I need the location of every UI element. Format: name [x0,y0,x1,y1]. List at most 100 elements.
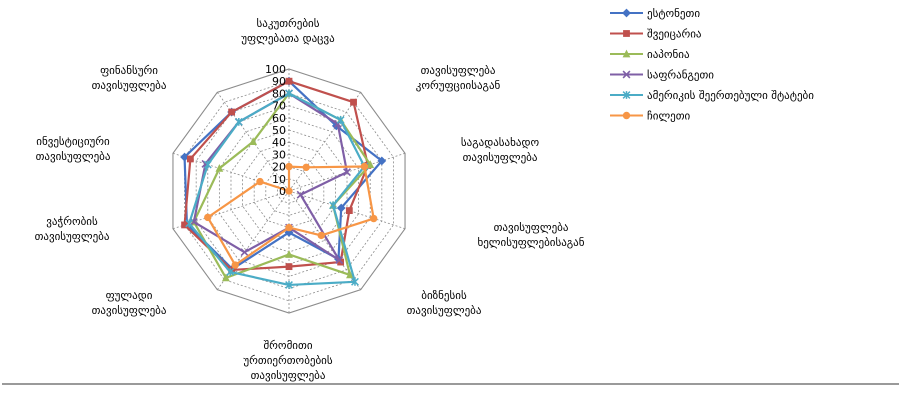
legend-label: იაპონია [647,48,690,61]
data-point [285,89,293,98]
category-label-line: ფულადი [106,289,153,302]
data-point [240,248,249,257]
category-label: შრომითი ურთიერთობების თავისუფლება [243,339,332,382]
data-point [181,221,188,229]
chart-legend: ესტონეთი შვეიცარია იაპონია საფრანგეთი ამერიკ… [610,7,814,123]
category-label: თავისუფლება კორუფციისაგან [416,64,501,92]
tick-label: 60 [272,112,286,125]
tick-label: 10 [272,173,286,186]
category-label-line: თავისუფლება [463,151,538,164]
tick-label: 30 [272,148,286,161]
data-point [249,137,258,146]
category-label-line: ხელისუფლებისაგან [477,236,584,249]
data-point [335,256,344,265]
grid-ring [218,117,360,265]
data-point [366,160,375,169]
bottom-divider [2,383,899,385]
category-label: ინვესტიციური თავისუფლება [36,135,111,163]
tick-label: 50 [272,124,286,137]
category-label-line: საკუთრების [257,17,320,30]
data-point [351,277,359,286]
legend-label: ჩილეთი [647,110,691,123]
data-point [370,214,378,223]
data-point [350,98,357,106]
data-point [284,228,294,237]
category-label: ფინანსური თავისუფლება [92,64,167,92]
data-point [180,152,189,162]
data-point [360,162,369,171]
category-label-line: შრომითი [263,339,312,352]
data-point [336,116,345,124]
legend-item: ესტონეთი [610,7,700,20]
grid-ring [265,166,313,216]
category-label-line: კორუფციისაგან [416,79,501,92]
data-point [234,117,243,126]
data-point [226,268,235,276]
category-label-line: უფლებათა დაცვა [241,32,335,45]
data-point [185,219,194,228]
data-point [228,108,236,116]
category-label-line: ინვესტიციური [36,135,110,148]
series-group [204,162,378,269]
data-point [296,190,305,199]
radar-axis-labels: საკუთრების უფლებათა დაცვა თავისუფლება კორუფ… [35,17,585,382]
category-label: ბიზნესის თავისუფლება [407,289,482,317]
data-point [204,213,212,222]
grid-spoke [288,92,362,192]
category-label-line: თავისუფლება [407,304,482,317]
legend-label: ესტონეთი [647,7,700,20]
data-point [302,163,310,172]
data-point [336,203,346,213]
data-point [285,281,293,289]
tick-label: 80 [272,87,286,100]
data-point [345,207,353,215]
category-label-line: თავისუფლება [92,304,167,317]
legend-marker [622,111,631,120]
data-point [377,156,387,166]
tick-label: 20 [272,161,286,174]
data-point [343,168,351,177]
data-point [215,163,224,172]
data-point [285,77,293,85]
tick-label: 0 [279,185,286,198]
category-label-line: ვაჭრობის [46,215,98,228]
data-point [186,155,194,163]
category-label: საკუთრების უფლებათა დაცვა [241,17,335,45]
category-label: ვაჭრობის თავისუფლება [35,215,110,243]
category-label: საგადასახადო თავისუფლება [461,136,540,164]
category-label-line: ფინანსური [100,64,158,77]
data-point [285,223,293,232]
category-label-line: თავისუფლება [36,150,111,163]
legend-item: საფრანგეთი [610,69,714,82]
category-label-line: თავისუფლება [421,64,496,77]
legend-label: შვეიცარია [647,28,702,41]
tick-label: 100 [265,63,286,76]
legend-item: იაპონია [610,48,690,61]
legend-item: ამერიკის შეერთებული შტატები [610,89,814,102]
category-label: თავისუფლება ხელისუფლებისაგან [477,221,584,249]
data-point [346,270,354,279]
category-label-line: თავისუფლება [92,79,167,92]
data-point [256,177,264,186]
grid-ring [184,80,394,302]
data-point [329,201,338,210]
category-label-line: ურთიერთობების [243,354,332,367]
legend-item: შვეიცარია [610,28,702,41]
legend-label: საფრანგეთი [647,69,714,82]
category-label-line: საგადასახადო [461,136,540,149]
legend-marker [622,8,631,18]
data-point [285,187,293,195]
tick-label: 90 [272,75,286,88]
legend-marker [623,30,630,37]
data-point [189,217,198,226]
data-point [231,261,239,269]
data-point [285,250,293,258]
legend-marker [622,49,631,58]
category-label: ფულადი თავისუფლება [92,289,167,317]
legend-marker [622,70,631,79]
legend-marker [622,91,631,99]
category-label-line: თავისუფლება [35,230,110,243]
